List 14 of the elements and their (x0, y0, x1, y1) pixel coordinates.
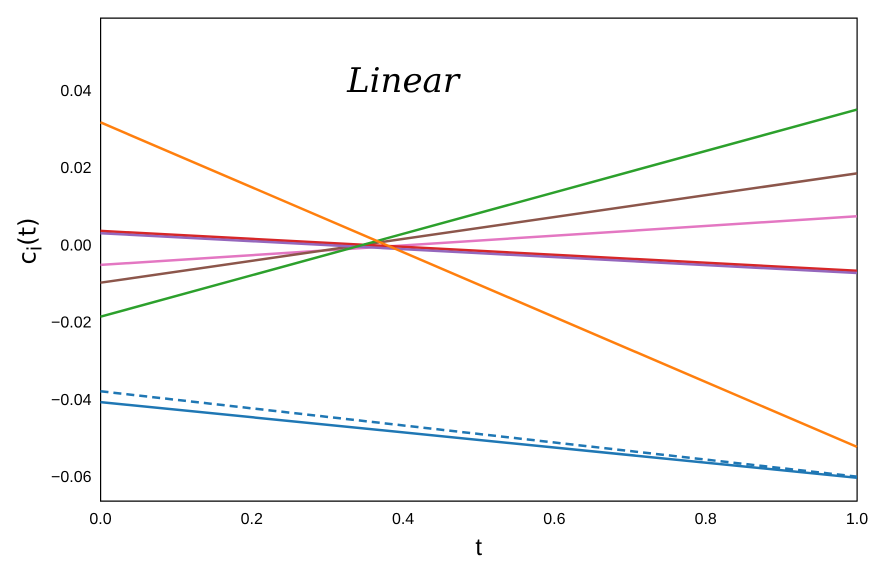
x-tick-label: 1.0 (846, 511, 868, 528)
annotation: Linear (346, 60, 461, 101)
x-tick-label: 0.8 (694, 511, 717, 528)
y-tick-label: 0.00 (60, 237, 92, 254)
x-tick-label: 0.0 (89, 511, 112, 528)
x-tick-label: 0.4 (392, 511, 414, 528)
y-tick-label: −0.02 (51, 314, 92, 332)
x-tick-label: 0.2 (240, 511, 264, 528)
y-tick-label: 0.02 (60, 160, 92, 178)
y-tick-label: −0.04 (51, 392, 92, 409)
x-tick-label: 0.6 (543, 511, 566, 528)
y-tick-label: −0.06 (51, 469, 92, 486)
x-axis-title: t (475, 534, 482, 562)
y-tick-label: 0.04 (60, 82, 92, 100)
